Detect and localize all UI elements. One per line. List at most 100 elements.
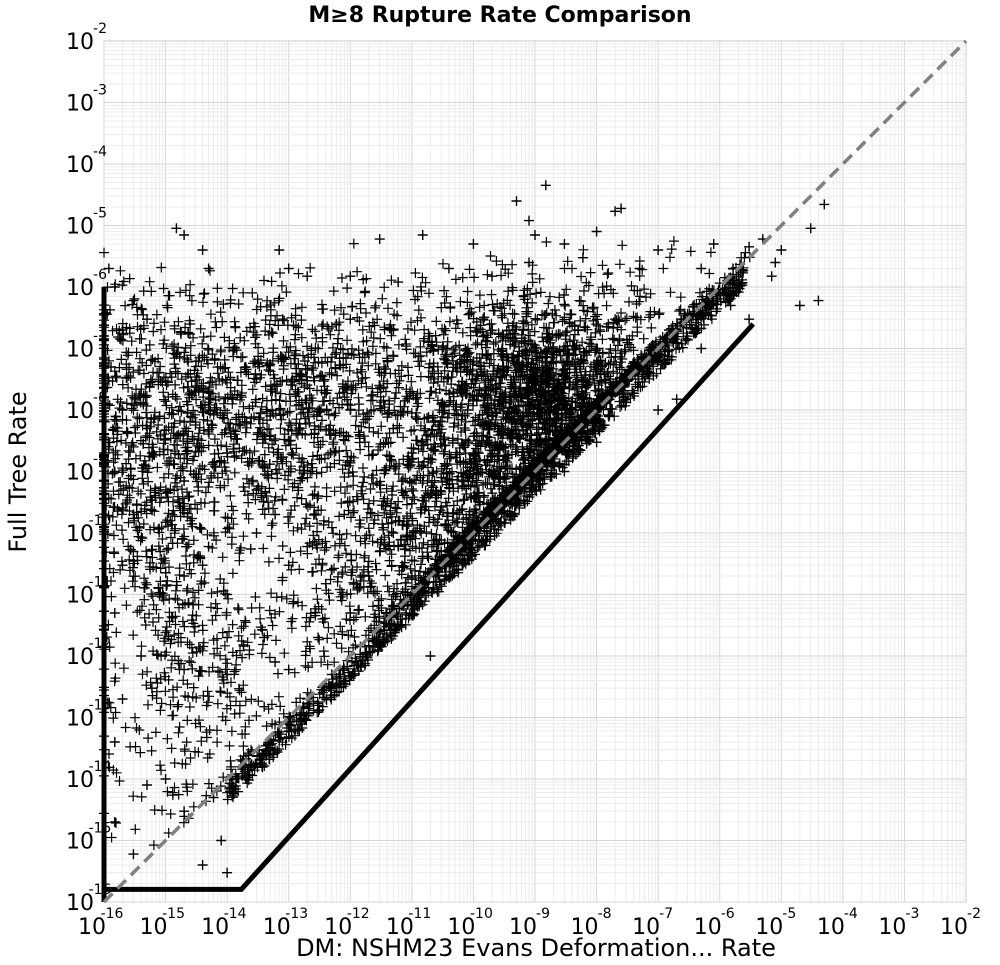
- scatter-fill-point: [423, 462, 433, 473]
- scatter-fill-point: [298, 350, 308, 361]
- scatter-fill-point: [260, 381, 271, 392]
- scatter-fill-point: [169, 439, 180, 450]
- scatter-fill-point: [275, 423, 286, 434]
- scatter-fill-point: [254, 361, 265, 372]
- scatter-fill-point: [437, 477, 448, 488]
- scatter-fill-point: [283, 424, 294, 435]
- scatter-fill-point: [306, 466, 317, 477]
- scatter-fill-point: [383, 408, 393, 419]
- scatter-fill-point: [236, 453, 247, 464]
- scatter-fill-point: [360, 414, 371, 425]
- scatter-fill-point: [182, 354, 193, 365]
- scatter-fill-point: [368, 333, 379, 343]
- scatter-fill-point: [315, 421, 326, 432]
- scatter-fill-point: [350, 420, 361, 431]
- scatter-fill-point: [199, 464, 210, 475]
- scatter-fill-point: [228, 351, 239, 362]
- scatter-fill-point: [285, 420, 296, 431]
- scatter-fill-point: [325, 430, 336, 441]
- scatter-fill-point: [316, 404, 327, 415]
- scatter-fill-point: [222, 408, 233, 418]
- scatter-fill-point: [207, 459, 218, 470]
- scatter-fill-point: [238, 401, 249, 412]
- scatter-fill-point: [221, 441, 232, 452]
- scatter-fill-point: [283, 435, 294, 446]
- scatter-fill-point: [336, 498, 347, 509]
- scatter-fill-point: [205, 408, 215, 419]
- scatter-fill-point: [194, 422, 205, 433]
- scatter-fill-point: [289, 478, 300, 489]
- scatter-fill-point: [259, 449, 270, 460]
- scatter-fill-point: [432, 395, 443, 406]
- scatter-fill-point: [210, 316, 221, 327]
- scatter-fill-point: [259, 463, 270, 473]
- scatter-fill-point: [366, 472, 377, 483]
- scatter-fill-point: [343, 376, 353, 387]
- scatter-fill-point: [388, 461, 399, 472]
- scatter-fill-point: [257, 438, 268, 449]
- scatter-fill-point: [310, 326, 321, 337]
- scatter-fill-point: [266, 520, 277, 531]
- scatter-fill-point: [355, 444, 366, 455]
- scatter-fill-point: [258, 348, 269, 359]
- scatter-fill-point: [370, 358, 381, 369]
- scatter-fill-point: [175, 415, 185, 426]
- scatter-fill-point: [335, 343, 346, 354]
- scatter-fill-point: [175, 463, 186, 474]
- scatter-fill-point: [350, 382, 361, 393]
- scatter-fill-point: [250, 494, 261, 505]
- scatter-fill-point: [283, 347, 294, 358]
- scatter-fill-point: [535, 287, 546, 298]
- scatter-fill-point: [328, 437, 339, 448]
- scatter-fill-point: [317, 415, 327, 426]
- scatter-fill-point: [328, 342, 338, 353]
- scatter-fill-point: [182, 408, 193, 419]
- scatter-fill-point: [270, 387, 281, 398]
- scatter-fill-point: [603, 268, 614, 278]
- scatter-fill-point: [142, 412, 152, 423]
- scatter-fill-point: [343, 399, 353, 410]
- scatter-fill-point: [564, 336, 575, 347]
- scatter-fill-point: [262, 470, 273, 481]
- scatter-fill-point: [237, 388, 247, 398]
- scatter-fill-point: [257, 504, 268, 515]
- scatter-fill-point: [364, 422, 375, 433]
- scatter-fill-point: [330, 428, 341, 439]
- scatter-fill-point: [307, 451, 318, 462]
- scatter-fill-point: [291, 321, 301, 331]
- scatter-fill-point: [237, 351, 248, 362]
- scatter-fill-point: [118, 465, 129, 476]
- scatter-fill-point: [278, 364, 289, 375]
- scatter-fill-point: [411, 435, 421, 446]
- scatter-fill-point: [123, 382, 134, 393]
- scatter-fill-point: [256, 427, 266, 438]
- scatter-fill-point: [240, 427, 251, 438]
- scatter-fill-point: [116, 354, 127, 365]
- scatter-fill-point: [232, 434, 243, 445]
- scatter-fill-point: [482, 269, 493, 280]
- scatter-fill-point: [368, 404, 379, 415]
- scatter-fill-point: [218, 398, 229, 409]
- scatter-fill-point: [286, 376, 297, 387]
- scatter-fill-point: [296, 378, 307, 389]
- scatter-fill-point: [141, 360, 152, 371]
- scatter-fill-point: [302, 472, 313, 483]
- scatter-fill-point: [609, 334, 620, 345]
- scatter-fill-point: [381, 386, 391, 397]
- scatter-fill-point: [329, 447, 340, 458]
- scatter-fill-point: [453, 409, 463, 419]
- scatter-fill-point: [357, 358, 368, 369]
- scatter-fill-point: [249, 446, 260, 457]
- scatter-fill-point: [277, 458, 288, 469]
- scatter-fill-point: [267, 439, 278, 450]
- scatter-fill-point: [210, 395, 221, 405]
- scatter-fill-point: [606, 352, 617, 363]
- scatter-fill-point: [275, 388, 286, 399]
- scatter-fill-point: [358, 477, 369, 488]
- scatter-fill-point: [285, 341, 296, 352]
- scatter-fill-point: [107, 424, 118, 435]
- scatter-fill-point: [228, 444, 239, 454]
- scatter-fill-point: [363, 441, 374, 452]
- scatter-fill-point: [455, 296, 466, 307]
